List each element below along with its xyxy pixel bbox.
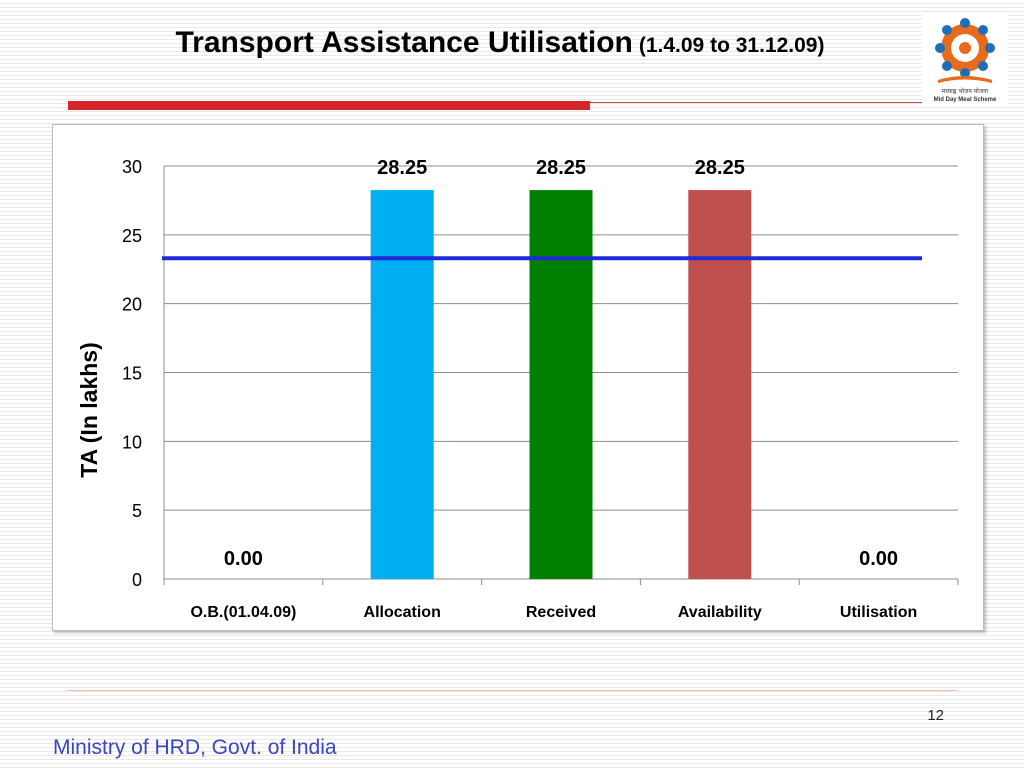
y-tick-label: 30	[122, 157, 142, 177]
x-tick-label: Utilisation	[840, 604, 917, 621]
data-label: 28.25	[377, 157, 427, 179]
logo-ring-icon	[935, 18, 995, 83]
page-number: 12	[927, 707, 944, 724]
chart-frame: TA (In lakhs) 0 5 10 15 20 25 30 0.00 O.B.(01.04…	[52, 124, 984, 631]
bar-received	[529, 190, 593, 579]
x-tick-label: Received	[526, 604, 596, 621]
x-tick-label: Allocation	[364, 604, 441, 621]
y-tick-label: 15	[122, 364, 142, 384]
x-tick-label: O.B.(01.04.09)	[190, 604, 296, 621]
footer-divider	[68, 690, 956, 691]
title-rule-thin	[590, 102, 930, 103]
title-rule-red	[68, 101, 590, 110]
data-label: 28.25	[536, 157, 586, 179]
title-main: Transport Assistance Utilisation	[175, 26, 633, 59]
y-tick-label: 5	[132, 501, 142, 521]
logo-caption-hindi: मध्याह्न भोजन योजना	[942, 87, 989, 95]
bar-chart: TA (In lakhs) 0 5 10 15 20 25 30 0.00 O.B.(01.04…	[76, 157, 959, 621]
mid-day-meal-logo: मध्याह्न भोजन योजना Mid Day Meal Scheme	[922, 14, 1008, 106]
logo-caption: Mid Day Meal Scheme	[934, 97, 997, 103]
data-label: 0.00	[859, 548, 898, 570]
footer-organization: Ministry of HRD, Govt. of India	[53, 736, 337, 759]
y-tick-label: 10	[122, 432, 142, 452]
bar-allocation	[370, 190, 434, 579]
y-tick-label: 25	[122, 226, 142, 246]
y-tick-label: 20	[122, 295, 142, 315]
data-label: 28.25	[695, 157, 745, 179]
title-date-range: (1.4.09 to 31.12.09)	[638, 34, 825, 57]
y-tick-label: 0	[132, 570, 142, 590]
slide-title: Transport Assistance Utilisation (1.4.09 …	[0, 26, 1000, 60]
x-tick-label: Availability	[678, 604, 762, 621]
bar-availability	[688, 190, 752, 579]
data-label: 0.00	[224, 548, 263, 570]
y-axis-label: TA (In lakhs)	[76, 342, 102, 477]
